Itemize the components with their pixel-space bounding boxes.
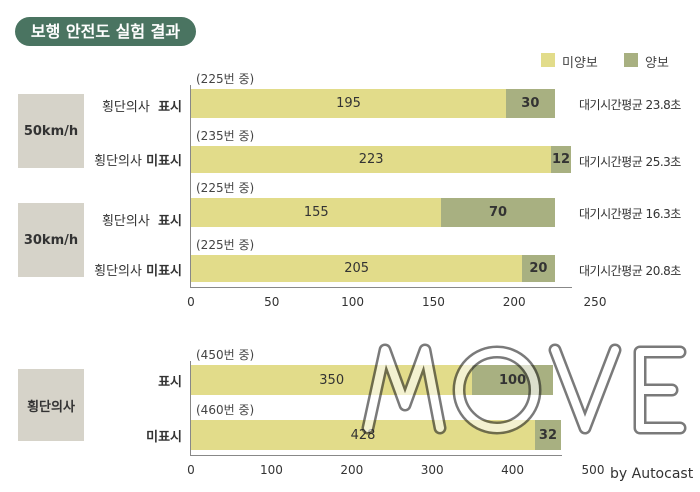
legend-label-unyielded: 미양보: [562, 56, 598, 71]
y-axis-line: [190, 85, 191, 287]
wait-time-note: 대기시간평균 23.8초: [579, 98, 681, 112]
wait-time-note: 대기시간평균 25.3초: [579, 155, 681, 169]
x-tick-label: 150: [421, 295, 445, 309]
x-tick-label: 0: [187, 295, 195, 309]
x-axis-line: [190, 287, 572, 288]
row-total-label: (235번 중): [196, 129, 255, 143]
legend-swatch-unyielded: [541, 53, 555, 67]
row-label-prefix: 횡단의사: [94, 154, 142, 169]
watermark-subtitle: by Autocast: [610, 466, 694, 482]
wait-time-note: 대기시간평균 16.3초: [579, 207, 681, 221]
bar-yielded: 100: [472, 365, 553, 395]
x-tick-label: 200: [502, 295, 526, 309]
row-total-label: (450번 중): [196, 348, 255, 362]
x-tick-label: 500: [581, 463, 605, 477]
row-total-label: (225번 중): [196, 72, 255, 86]
row-label: 횡단의사 미표시: [94, 150, 182, 169]
row-label: 미표시: [146, 426, 182, 445]
x-tick-label: 50: [264, 295, 280, 309]
row-label-bold: 표시: [158, 375, 182, 390]
legend-label-yielded: 양보: [645, 56, 669, 71]
row-label-prefix: 횡단의사: [101, 214, 150, 229]
x-tick-label: 300: [420, 463, 444, 477]
row-label: 횡단의사 표시: [102, 210, 182, 229]
group-label: 30km/h: [18, 203, 84, 277]
bar-unyielded: 155: [191, 198, 442, 227]
row-label: 횡단의사 표시: [102, 96, 182, 115]
group-label: 횡단의사: [18, 369, 84, 441]
x-tick-label: 200: [340, 463, 364, 477]
row-label-bold: 미표시: [146, 154, 182, 169]
chart-title: 보행 안전도 실험 결과: [15, 17, 196, 46]
row-total-label: (460번 중): [196, 403, 255, 417]
x-tick-label: 100: [341, 295, 365, 309]
bar-yielded: 30: [506, 89, 555, 118]
row-label-bold: 표시: [158, 214, 182, 229]
row-label: 횡단의사 미표시: [94, 260, 182, 279]
x-tick-label: 100: [259, 463, 283, 477]
bar-yielded: 12: [551, 146, 571, 173]
x-tick-label: 250: [583, 295, 607, 309]
row-total-label: (225번 중): [196, 238, 255, 252]
row-total-label: (225번 중): [196, 181, 255, 195]
bar-unyielded: 350: [191, 365, 473, 395]
x-axis-line: [190, 455, 562, 456]
row-label-prefix: 횡단의사: [101, 100, 150, 115]
x-tick-label: 400: [501, 463, 525, 477]
bar-yielded: 32: [535, 420, 561, 450]
bar-unyielded: 223: [191, 146, 552, 173]
row-label: 표시: [158, 371, 182, 390]
y-axis-line: [190, 361, 191, 455]
row-label-bold: 미표시: [146, 264, 182, 279]
bar-unyielded: 195: [191, 89, 507, 118]
bar-unyielded: 205: [191, 255, 523, 282]
row-label-bold: 표시: [158, 100, 182, 115]
bar-unyielded: 428: [191, 420, 536, 450]
x-tick-label: 0: [187, 463, 195, 477]
bar-yielded: 20: [522, 255, 555, 282]
row-label-prefix: 횡단의사: [94, 264, 142, 279]
wait-time-note: 대기시간평균 20.8초: [579, 264, 681, 278]
group-label: 50km/h: [18, 94, 84, 168]
row-label-bold: 미표시: [146, 430, 182, 445]
legend-swatch-yielded: [624, 53, 638, 67]
bar-yielded: 70: [441, 198, 555, 227]
